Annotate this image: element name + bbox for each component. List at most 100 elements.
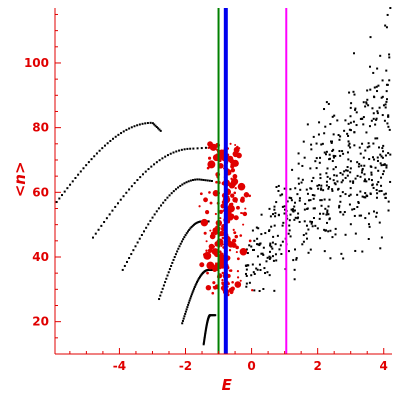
cloud-point: [361, 250, 364, 253]
curve-point: [158, 159, 161, 162]
cloud-point: [366, 98, 369, 101]
y-axis-label: <n>: [11, 161, 29, 197]
cloud-point: [339, 195, 342, 198]
cloud-point: [366, 146, 369, 149]
curve-point: [170, 192, 173, 195]
cloud-point: [268, 207, 271, 210]
cloud-point: [358, 162, 361, 165]
curve-point: [181, 322, 184, 325]
cloud-point: [277, 189, 280, 192]
red-point: [242, 211, 248, 217]
cloud-point: [247, 264, 250, 267]
cloud-point: [317, 133, 320, 136]
cloud-point: [348, 203, 351, 206]
curve-point: [130, 185, 133, 188]
cloud-point: [369, 65, 372, 68]
y-tick-label: 60: [32, 185, 49, 199]
curve-point: [144, 170, 147, 173]
cloud-point: [315, 157, 318, 160]
red-point: [208, 243, 215, 250]
x-axis-ticks: -4 -2 0 2 4: [69, 348, 388, 373]
cloud-point: [309, 220, 312, 223]
red-point: [226, 213, 234, 221]
cloud-point: [300, 181, 303, 184]
cloud-point: [338, 150, 341, 153]
cloud-point: [379, 54, 382, 57]
curve-point: [168, 268, 171, 271]
cloud-point: [281, 224, 284, 227]
curve-point: [165, 277, 168, 280]
curve-point: [103, 221, 106, 224]
curve-point: [122, 195, 125, 198]
red-point: [206, 261, 215, 270]
cloud-point: [382, 163, 385, 166]
cloud-point: [346, 132, 349, 135]
cloud-point: [334, 183, 337, 186]
cloud-point: [306, 123, 309, 126]
cloud-point: [334, 233, 337, 236]
curve-point: [147, 223, 150, 226]
red-point: [230, 286, 235, 291]
cloud-point: [356, 206, 359, 209]
cloud-point: [252, 249, 255, 252]
curve-point: [162, 284, 165, 287]
cloud-point: [274, 215, 277, 218]
cloud-point: [293, 278, 296, 281]
curve-point: [198, 275, 201, 278]
cloud-point: [303, 220, 306, 223]
cloud-point: [331, 115, 334, 118]
curve-point: [178, 245, 181, 248]
cloud-point: [281, 240, 284, 243]
red-point: [230, 168, 236, 173]
cloud-point: [347, 134, 350, 137]
cloud-point: [352, 90, 355, 93]
cloud-point: [374, 166, 377, 169]
curve-point: [204, 329, 207, 332]
red-point: [230, 177, 233, 181]
red-point: [230, 181, 237, 187]
curve-point: [173, 256, 176, 259]
cloud-point: [376, 137, 379, 140]
cloud-point: [283, 187, 286, 190]
cloud-point: [325, 213, 328, 216]
curve-point: [117, 133, 120, 136]
cloud-point: [281, 205, 284, 208]
red-point: [206, 166, 210, 170]
cloud-point: [361, 169, 364, 172]
cloud-point: [389, 153, 392, 156]
curve-point: [114, 135, 117, 138]
cloud-point: [297, 216, 300, 219]
curve-point: [103, 144, 106, 147]
cloud-point: [367, 142, 370, 145]
curve-point: [184, 310, 187, 313]
red-point: [203, 231, 207, 235]
cloud-point: [377, 146, 380, 149]
cloud-point: [349, 129, 352, 132]
cloud-point: [364, 105, 367, 108]
red-point: [234, 281, 242, 288]
cloud-point: [262, 287, 265, 290]
curve-point: [204, 332, 207, 335]
cloud-point: [379, 162, 382, 165]
cloud-point: [292, 208, 295, 211]
cloud-point: [253, 239, 256, 242]
cloud-point: [293, 209, 296, 212]
cloud-point: [344, 193, 347, 196]
cloud-point: [384, 196, 387, 199]
cloud-point: [342, 257, 345, 260]
curve-point: [166, 154, 169, 157]
cloud-point: [367, 104, 370, 107]
cloud-point: [365, 131, 368, 134]
cloud-point: [376, 112, 379, 115]
curve-point: [95, 152, 98, 155]
cloud-point: [290, 197, 293, 200]
y-tick-label: 20: [32, 315, 49, 329]
cloud-point: [354, 108, 357, 111]
cloud-point: [356, 174, 359, 177]
cloud-point: [369, 193, 372, 196]
cloud-point: [319, 188, 322, 191]
red-point: [235, 251, 238, 254]
red-point: [232, 239, 235, 242]
curve-point: [144, 122, 147, 125]
cloud-point: [337, 134, 340, 137]
